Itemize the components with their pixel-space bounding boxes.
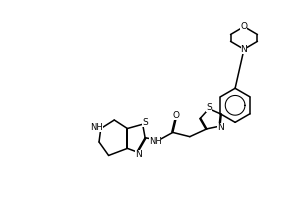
Text: N: N <box>217 123 224 132</box>
Text: O: O <box>241 22 248 31</box>
Text: NH: NH <box>149 137 161 146</box>
Text: N: N <box>135 150 141 159</box>
Text: O: O <box>173 111 180 120</box>
Text: N: N <box>241 45 248 54</box>
Text: S: S <box>142 118 148 127</box>
Text: NH: NH <box>90 123 103 132</box>
Text: S: S <box>206 103 212 112</box>
